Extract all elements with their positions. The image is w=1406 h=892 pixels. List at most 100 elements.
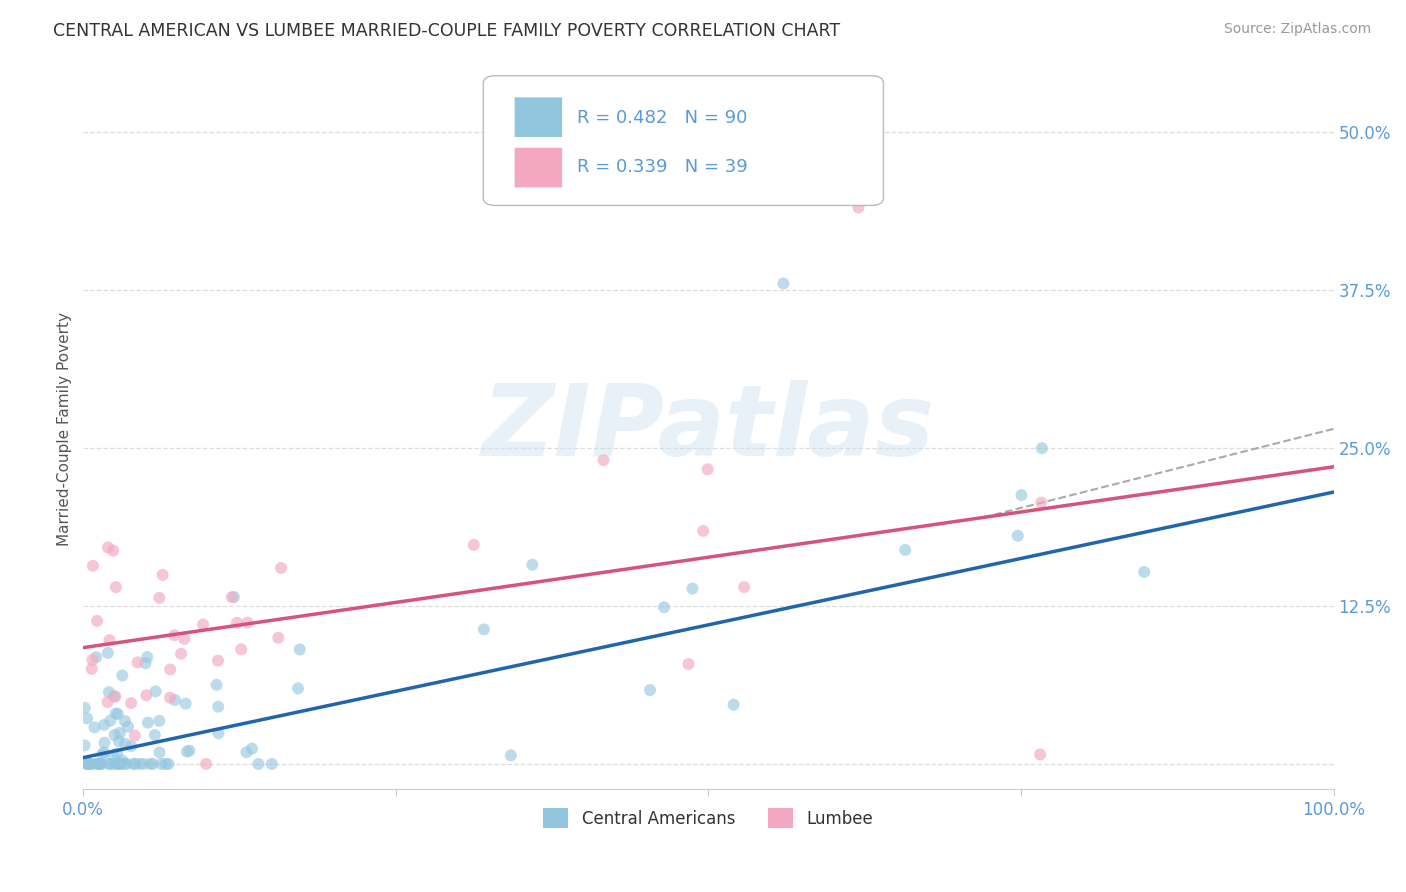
Point <box>522 558 544 572</box>
Point <box>1029 747 1052 762</box>
Point <box>90 756 112 771</box>
Point <box>129 756 152 771</box>
Point <box>247 756 270 771</box>
Point <box>75 756 97 771</box>
Point <box>148 746 170 760</box>
Point <box>110 756 132 771</box>
Point <box>136 650 159 665</box>
Point <box>103 543 125 558</box>
Text: ZIPatlas: ZIPatlas <box>482 380 935 477</box>
Point <box>155 756 177 771</box>
Point <box>104 690 127 704</box>
Point <box>287 681 309 696</box>
Point <box>463 538 485 552</box>
Point <box>170 647 193 661</box>
Point <box>98 633 121 648</box>
Point <box>97 685 120 699</box>
Point <box>135 688 157 702</box>
Point <box>93 745 115 759</box>
FancyBboxPatch shape <box>515 148 562 187</box>
Point <box>191 617 214 632</box>
Point <box>136 715 159 730</box>
Point <box>80 756 103 771</box>
Point <box>104 580 127 594</box>
Text: CENTRAL AMERICAN VS LUMBEE MARRIED-COUPLE FAMILY POVERTY CORRELATION CHART: CENTRAL AMERICAN VS LUMBEE MARRIED-COUPL… <box>53 22 841 40</box>
Point <box>120 739 142 754</box>
Point <box>76 711 98 725</box>
Point <box>499 748 522 763</box>
Text: R = 0.339   N = 39: R = 0.339 N = 39 <box>576 158 748 177</box>
Point <box>107 734 129 748</box>
Point <box>114 714 136 728</box>
Point <box>547 188 569 202</box>
Point <box>111 754 134 768</box>
Point <box>124 756 146 771</box>
Point <box>97 541 120 555</box>
Point <box>678 657 700 671</box>
Point <box>260 756 283 771</box>
Point <box>163 693 186 707</box>
FancyBboxPatch shape <box>484 76 883 205</box>
Point <box>127 656 149 670</box>
Point <box>288 642 311 657</box>
Point <box>205 678 228 692</box>
Point <box>235 745 257 759</box>
Point <box>132 756 155 771</box>
Point <box>73 739 96 753</box>
Point <box>1010 488 1032 502</box>
Point <box>592 453 614 467</box>
Point <box>104 706 127 721</box>
Point <box>894 542 917 557</box>
Point <box>124 729 146 743</box>
Point <box>231 642 253 657</box>
Point <box>207 699 229 714</box>
Point <box>103 728 125 742</box>
Point <box>159 663 181 677</box>
Point <box>86 614 108 628</box>
Point <box>226 615 249 630</box>
Point <box>76 756 98 771</box>
Point <box>134 657 156 671</box>
Point <box>114 756 136 771</box>
Point <box>76 756 98 771</box>
Point <box>195 756 218 771</box>
Point <box>87 756 110 771</box>
Point <box>122 756 145 771</box>
Point <box>143 728 166 742</box>
Point <box>117 720 139 734</box>
Point <box>772 277 794 291</box>
Point <box>159 690 181 705</box>
Point <box>1133 565 1156 579</box>
Point <box>1031 441 1053 455</box>
Point <box>98 756 121 771</box>
Text: R = 0.482   N = 90: R = 0.482 N = 90 <box>576 109 748 127</box>
Point <box>103 689 125 703</box>
Point <box>96 695 118 709</box>
Point <box>176 745 198 759</box>
Point <box>98 756 121 771</box>
FancyBboxPatch shape <box>515 97 562 137</box>
Point <box>93 718 115 732</box>
Point <box>638 683 661 698</box>
Text: Source: ZipAtlas.com: Source: ZipAtlas.com <box>1223 22 1371 37</box>
Point <box>681 582 703 596</box>
Point <box>83 721 105 735</box>
Point <box>236 615 259 630</box>
Point <box>848 201 870 215</box>
Point <box>150 756 173 771</box>
Point <box>87 756 110 771</box>
Point <box>98 714 121 728</box>
Point <box>179 744 201 758</box>
Point <box>93 736 115 750</box>
Point <box>105 756 128 771</box>
Point <box>1007 529 1029 543</box>
Point <box>108 726 131 740</box>
Point <box>120 696 142 710</box>
Point <box>103 756 125 771</box>
Point <box>174 697 197 711</box>
Point <box>173 632 195 646</box>
Point <box>157 756 180 771</box>
Point <box>267 631 290 645</box>
Point <box>142 756 165 771</box>
Point <box>80 756 103 771</box>
